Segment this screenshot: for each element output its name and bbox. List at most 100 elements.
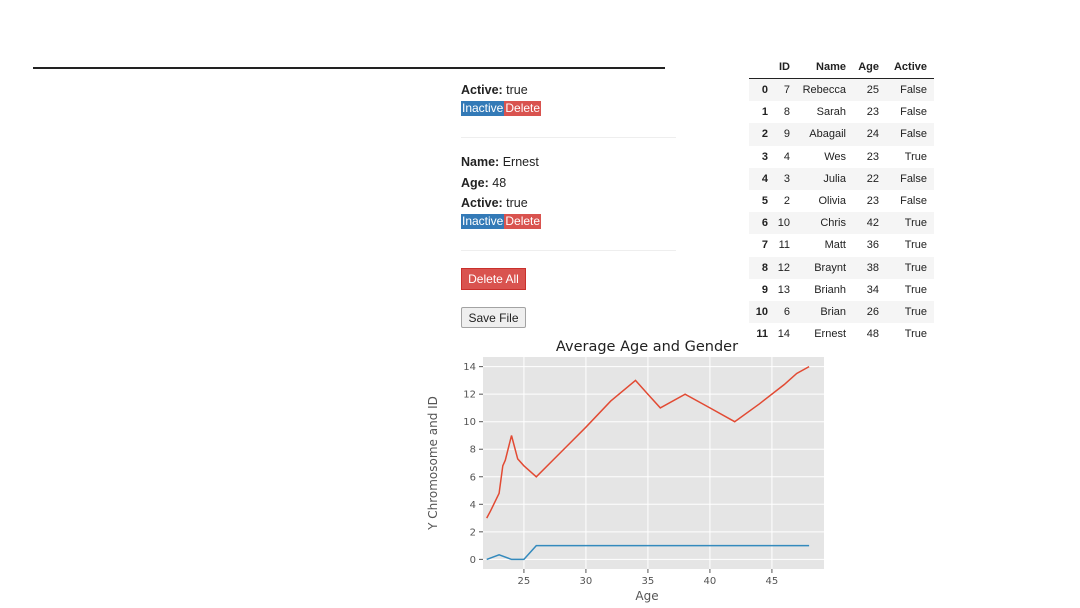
cell-age: 23 (866, 106, 879, 119)
inactive-button[interactable]: Inactive (461, 100, 505, 116)
series-line-2 (486, 544, 810, 561)
x-tick-label: 25 (518, 576, 531, 587)
cell-age: 36 (866, 239, 879, 252)
cell-id: 14 (777, 328, 790, 341)
record-field-active: Active: true (461, 193, 676, 214)
table-row: 10 6 Brian 26 True (749, 300, 934, 324)
cell-name: Brian (820, 305, 846, 318)
y-tick-label: 0 (470, 555, 476, 566)
series-line-1 (486, 365, 810, 519)
cell-name: Rebecca (802, 84, 846, 97)
table-row: 1 8 Sarah 23 False (749, 101, 934, 123)
cell-name: Chris (820, 217, 846, 230)
cell-age: 23 (866, 150, 879, 163)
column-header-age: Age (846, 56, 879, 79)
field-label: Active: (461, 196, 503, 210)
row-index: 8 (761, 261, 768, 274)
delete-button[interactable]: Delete (504, 100, 542, 116)
cell-age: 23 (866, 195, 879, 208)
field-label: Age: (461, 175, 489, 190)
delete-all-button[interactable]: Delete All (461, 268, 526, 290)
cell-age: 22 (866, 172, 879, 185)
table-header-row: ID Name Age Active (749, 56, 934, 79)
cell-name: Abagail (809, 128, 846, 141)
cell-age: 38 (866, 261, 879, 274)
row-index: 1 (761, 106, 768, 119)
cell-name: Matt (824, 239, 846, 252)
cell-active: False (900, 172, 927, 185)
cell-active: True (904, 239, 927, 252)
cell-active: False (900, 195, 927, 208)
cell-id: 8 (783, 106, 790, 119)
column-header-id: ID (768, 56, 790, 79)
table-row: 9 13 Brianh 34 True (749, 279, 934, 301)
row-index: 6 (761, 217, 768, 230)
table-row: 4 3 Julia 22 False (749, 167, 934, 190)
cell-active: True (904, 328, 927, 341)
series-lines (486, 365, 810, 561)
cell-age: 42 (866, 217, 879, 230)
row-index: 5 (761, 195, 768, 208)
table-row: 3 4 Wes 23 True (749, 146, 934, 168)
inactive-button[interactable]: Inactive (461, 213, 505, 229)
table-row: 11 14 Ernest 48 True (749, 323, 934, 345)
chart-title: Average Age and Gender (556, 339, 738, 355)
field-value: 48 (492, 175, 507, 190)
cell-name: Braynt (814, 261, 846, 274)
table-row: 6 10 Chris 42 True (749, 212, 934, 235)
column-header-index (749, 56, 768, 79)
cell-name: Olivia (818, 195, 846, 208)
record-actions: Inactive Delete (461, 100, 676, 116)
cell-active: False (900, 106, 927, 119)
y-tick-label: 8 (470, 445, 476, 456)
field-value: true (506, 83, 528, 97)
x-axis-label: Age (635, 589, 658, 603)
column-header-active: Active (879, 56, 934, 79)
cell-age: 34 (866, 283, 879, 296)
cell-age: 48 (866, 328, 879, 341)
record-field-active: Active: true (461, 80, 676, 101)
row-index: 11 (756, 328, 768, 341)
average-age-chart: Average Age and Gender 25 30 35 40 45 0 2 4 6 8 10… (426, 339, 824, 603)
cell-age: 25 (866, 84, 879, 97)
cell-active: True (904, 305, 927, 318)
cell-id: 12 (777, 261, 790, 274)
record-card-2: Name: Ernest Age: 48 Active: true Inacti… (461, 152, 676, 229)
cell-id: 7 (783, 84, 790, 97)
cell-id: 10 (777, 217, 790, 230)
record-field-age: Age: 48 (461, 173, 676, 194)
record-actions: Inactive Delete (461, 213, 676, 229)
x-tick-label: 35 (642, 576, 655, 587)
record-divider (461, 137, 676, 138)
column-header-name: Name (790, 56, 846, 79)
cell-id: 9 (783, 128, 790, 141)
cell-id: 4 (783, 150, 790, 163)
field-label: Name: (461, 155, 500, 169)
row-index: 7 (761, 239, 768, 252)
row-index: 3 (761, 150, 768, 163)
y-tick-label: 6 (470, 472, 476, 483)
cell-age: 26 (866, 305, 879, 318)
cell-active: False (900, 84, 927, 97)
cell-name: Julia (823, 172, 846, 185)
cell-id: 11 (778, 239, 790, 252)
delete-button[interactable]: Delete (504, 213, 542, 229)
cell-name: Wes (824, 150, 846, 163)
field-label: Active: (461, 83, 503, 97)
record-field-name: Name: Ernest (461, 152, 676, 173)
cell-name: Ernest (814, 328, 846, 341)
save-file-button[interactable]: Save File (461, 307, 526, 328)
row-index: 0 (761, 84, 768, 97)
record-card-1: Active: true Inactive Delete (461, 80, 676, 116)
x-tick-label: 45 (766, 576, 779, 587)
row-index: 2 (761, 128, 768, 141)
cell-name: Brianh (814, 283, 846, 296)
cell-active: True (904, 150, 927, 163)
table-row: 5 2 Olivia 23 False (749, 190, 934, 212)
row-index: 10 (755, 305, 768, 318)
y-axis-label: Y Chromosome and ID (426, 396, 440, 531)
field-value: true (506, 196, 528, 210)
record-divider (461, 250, 676, 251)
y-tick-label: 14 (463, 362, 476, 373)
cell-active: True (904, 283, 927, 296)
